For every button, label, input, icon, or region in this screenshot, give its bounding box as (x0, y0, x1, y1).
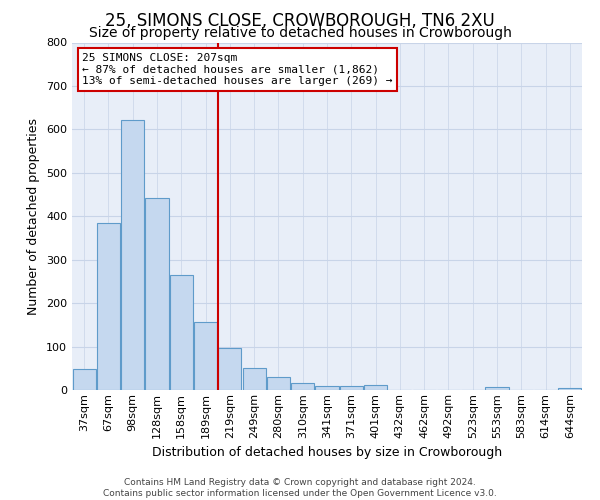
Text: 25 SIMONS CLOSE: 207sqm
← 87% of detached houses are smaller (1,862)
13% of semi: 25 SIMONS CLOSE: 207sqm ← 87% of detache… (82, 53, 392, 86)
Y-axis label: Number of detached properties: Number of detached properties (28, 118, 40, 315)
Bar (97, 223, 120, 390)
Text: Contains HM Land Registry data © Crown copyright and database right 2024.
Contai: Contains HM Land Registry data © Crown c… (103, 478, 497, 498)
Bar (267, 377, 290, 390)
Bar (485, 388, 509, 390)
Bar (145, 198, 169, 390)
Bar (218, 348, 241, 390)
Text: 25, SIMONS CLOSE, CROWBOROUGH, TN6 2XU: 25, SIMONS CLOSE, CROWBOROUGH, TN6 2XU (105, 12, 495, 30)
Bar (170, 275, 193, 390)
Bar (559, 388, 581, 390)
Bar (121, 120, 144, 390)
Bar (73, 369, 95, 390)
Bar (316, 386, 338, 390)
Bar (291, 383, 314, 390)
Bar (364, 385, 387, 390)
Text: Size of property relative to detached houses in Crowborough: Size of property relative to detached ho… (89, 26, 511, 40)
Bar (242, 368, 266, 390)
Bar (194, 322, 217, 390)
X-axis label: Distribution of detached houses by size in Crowborough: Distribution of detached houses by size … (152, 446, 502, 459)
Bar (340, 386, 363, 390)
